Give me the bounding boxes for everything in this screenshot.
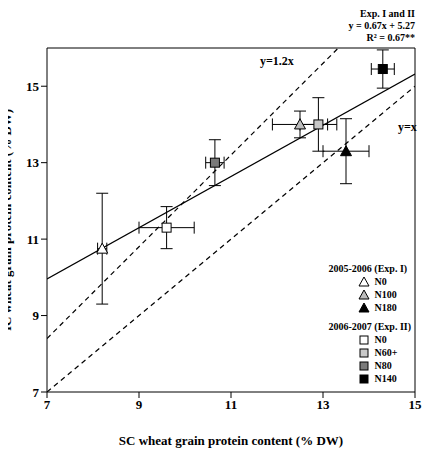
html-text:y=1.2x: y=1.2x: [260, 54, 294, 68]
html-text:N60+: N60+: [374, 347, 398, 358]
svg-text:13: 13: [317, 397, 331, 412]
html-text:2005-2006 (Exp. I): 2005-2006 (Exp. I): [328, 263, 408, 274]
svg-text:IC wheat grain protein content: IC wheat grain protein content (% DW): [8, 109, 14, 331]
svg-text:9: 9: [33, 308, 40, 323]
html-text:2006-2007 (Exp. II): 2006-2007 (Exp. II): [328, 321, 411, 332]
html-text:N0: N0: [374, 334, 387, 345]
svg-text:15: 15: [409, 397, 423, 412]
html-text:N180: N180: [374, 302, 397, 313]
svg-text:15: 15: [26, 79, 40, 94]
html-text:R² = 0.67**: R² = 0.67**: [366, 32, 415, 43]
svg-text:7: 7: [44, 397, 51, 412]
svg-text:11: 11: [27, 232, 39, 247]
html-text:N100: N100: [374, 289, 397, 300]
html-text:Exp. I and II: Exp. I and II: [360, 8, 415, 19]
html-text:N140: N140: [374, 373, 397, 384]
svg-text:SC wheat grain protein content: SC wheat grain protein content (% DW): [119, 433, 343, 448]
svg-text:7: 7: [33, 385, 40, 400]
svg-text:11: 11: [225, 397, 237, 412]
html-text:N80: N80: [374, 360, 392, 371]
html-text:y=x: y=x: [398, 120, 417, 134]
svg-text:9: 9: [136, 397, 143, 412]
html-text:y = 0.67x + 5.27: y = 0.67x + 5.27: [348, 20, 415, 31]
html-text:N0: N0: [374, 276, 387, 287]
svg-text:13: 13: [26, 155, 40, 170]
